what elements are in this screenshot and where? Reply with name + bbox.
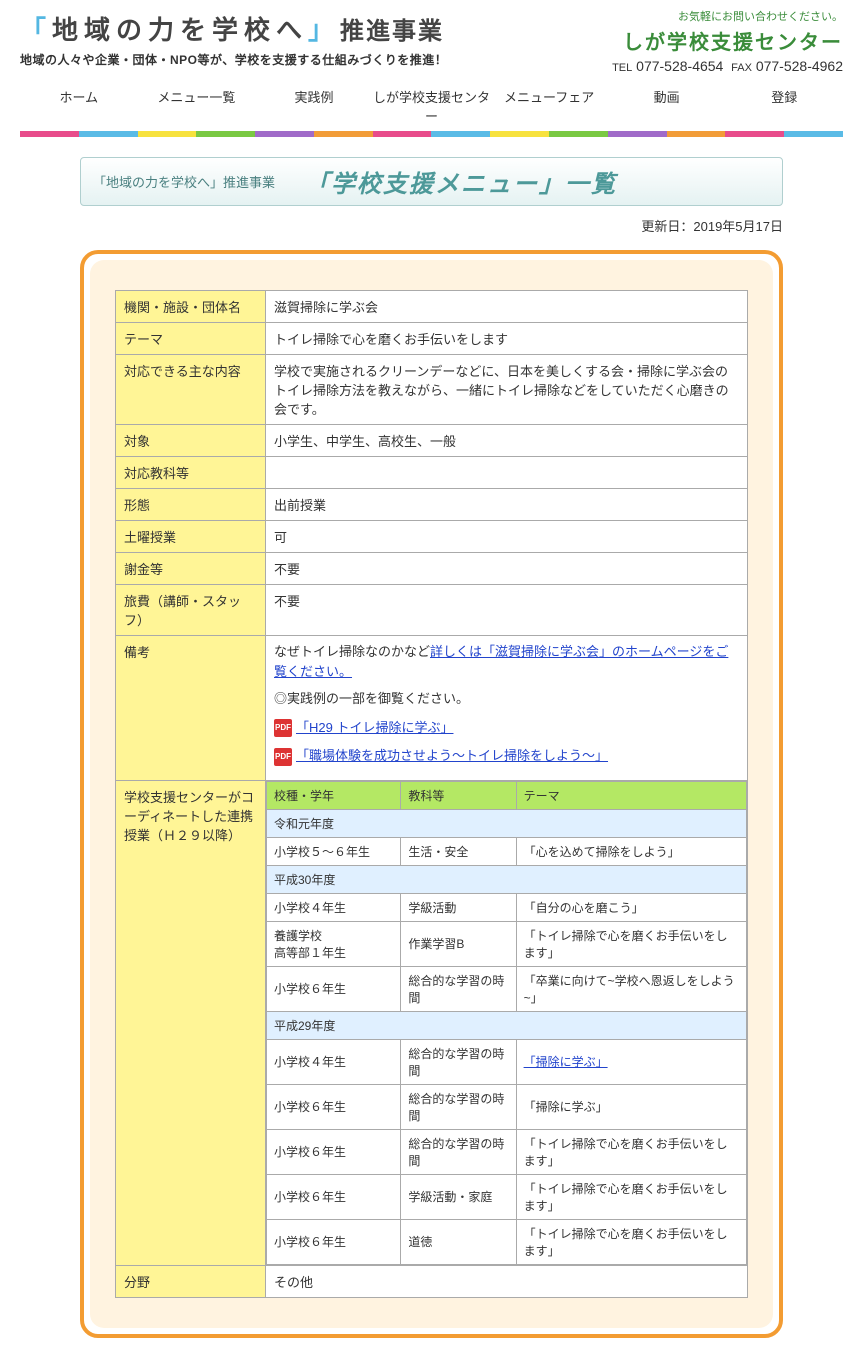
- info-value: その他: [266, 1265, 748, 1297]
- coord-theme: 「トイレ掃除で心を磨くお手伝いをします」: [516, 1174, 746, 1219]
- info-table: 機関・施設・団体名滋賀掃除に学ぶ会テーマトイレ掃除で心を磨くお手伝いをします対応…: [115, 290, 748, 1298]
- coord-theme: 「トイレ掃除で心を磨くお手伝いをします」: [516, 921, 746, 966]
- info-label: 土曜授業: [116, 521, 266, 553]
- info-value: 出前授業: [266, 489, 748, 521]
- fax-label: FAX: [731, 62, 752, 74]
- coord-year: 平成29年度: [267, 1011, 747, 1039]
- nav-item[interactable]: メニューフェア: [490, 81, 608, 131]
- info-label: 対象: [116, 425, 266, 457]
- header: 「地域の力を学校へ」推進事業 地域の人々や企業・団体・NPO等が、学校を支援する…: [0, 0, 863, 73]
- coord-theme: 「掃除に学ぶ」: [516, 1084, 746, 1129]
- content-card: 機関・施設・団体名滋賀掃除に学ぶ会テーマトイレ掃除で心を磨くお手伝いをします対応…: [80, 250, 783, 1338]
- coord-subject: 学級活動・家庭: [401, 1174, 516, 1219]
- coord-year: 令和元年度: [267, 809, 747, 837]
- coord-subject: 総合的な学習の時間: [401, 1084, 516, 1129]
- info-label: 機関・施設・団体名: [116, 291, 266, 323]
- pdf-link[interactable]: 「職場体験を成功させよう〜トイレ掃除をしよう〜」: [296, 748, 608, 763]
- coord-table: 校種・学年教科等テーマ令和元年度小学校５〜６年生生活・安全「心を込めて掃除をしよ…: [266, 781, 747, 1265]
- coord-grade: 小学校６年生: [267, 1129, 401, 1174]
- header-contact: お気軽にお問い合わせください。 しが学校支援センター TEL 077-528-4…: [612, 8, 843, 74]
- title-bracket-open: 「: [20, 15, 52, 45]
- info-value: 可: [266, 521, 748, 553]
- coord-subject: 道徳: [401, 1219, 516, 1264]
- coord-header: テーマ: [516, 781, 746, 809]
- info-value: 不要: [266, 553, 748, 585]
- coord-year: 平成30年度: [267, 865, 747, 893]
- info-value: 不要: [266, 585, 748, 636]
- page-title-small: 「地域の力を学校へ」推進事業: [93, 172, 275, 191]
- info-label: 対応できる主な内容: [116, 355, 266, 425]
- page-title-bar: 「地域の力を学校へ」推進事業 「学校支援メニュー」一覧: [80, 157, 783, 206]
- title-main-text: 地域の力を学校へ: [52, 15, 308, 45]
- coord-theme: 「掃除に学ぶ」: [516, 1039, 746, 1084]
- main-nav: ホームメニュー一覧実践例しが学校支援センターメニューフェア動画登録: [0, 73, 863, 131]
- coord-subject: 総合的な学習の時間: [401, 1039, 516, 1084]
- coord-theme: 「卒業に向けて~学校へ恩返しをしよう~」: [516, 966, 746, 1011]
- remarks-cell: なぜトイレ掃除なのかなど詳しくは「滋賀掃除に学ぶ会」のホームページをご覧ください…: [266, 636, 748, 781]
- info-value: [266, 457, 748, 489]
- nav-item[interactable]: しが学校支援センター: [373, 81, 491, 131]
- coord-subject: 作業学習B: [401, 921, 516, 966]
- center-name: しが学校支援センター: [612, 26, 843, 55]
- coord-theme: 「自分の心を磨こう」: [516, 893, 746, 921]
- coord-grade: 小学校６年生: [267, 1084, 401, 1129]
- coord-theme: 「心を込めて掃除をしよう」: [516, 837, 746, 865]
- nav-item[interactable]: ホーム: [20, 81, 138, 131]
- coord-theme: 「トイレ掃除で心を磨くお手伝いをします」: [516, 1219, 746, 1264]
- pdf-icon: PDF: [274, 748, 292, 766]
- title-bracket-close: 」: [308, 15, 340, 45]
- rainbow-divider: [20, 131, 843, 137]
- nav-item[interactable]: 登録: [725, 81, 843, 131]
- contact-info: TEL 077-528-4654 FAX 077-528-4962: [612, 58, 843, 74]
- coord-subject: 総合的な学習の時間: [401, 1129, 516, 1174]
- info-label: 分野: [116, 1265, 266, 1297]
- contact-prompt: お気軽にお問い合わせください。: [612, 8, 843, 24]
- coord-grade: 小学校６年生: [267, 1174, 401, 1219]
- info-value: 小学生、中学生、高校生、一般: [266, 425, 748, 457]
- coord-subject: 総合的な学習の時間: [401, 966, 516, 1011]
- pdf-link[interactable]: 「H29 トイレ掃除に学ぶ」: [296, 720, 453, 735]
- coord-grade: 小学校５〜６年生: [267, 837, 401, 865]
- info-label: 謝金等: [116, 553, 266, 585]
- info-value: 滋賀掃除に学ぶ会: [266, 291, 748, 323]
- info-value: トイレ掃除で心を磨くお手伝いをします: [266, 323, 748, 355]
- coord-grade: 小学校６年生: [267, 1219, 401, 1264]
- info-label: 学校支援センターがコーディネートした連携授業（Ｈ２９以降）: [116, 780, 266, 1265]
- remarks-homepage-link[interactable]: 詳しくは「滋賀掃除に学ぶ会」のホームページをご覧ください。: [274, 644, 728, 679]
- nav-item[interactable]: メニュー一覧: [138, 81, 256, 131]
- fax-number: 077-528-4962: [756, 58, 843, 74]
- tel-label: TEL: [612, 62, 632, 74]
- info-label: テーマ: [116, 323, 266, 355]
- coord-grade: 小学校４年生: [267, 1039, 401, 1084]
- update-date: 更新日：2019年5月17日: [80, 216, 783, 235]
- title-suffix: 推進事業: [340, 18, 444, 45]
- info-label: 旅費（講師・スタッフ）: [116, 585, 266, 636]
- coord-header: 教科等: [401, 781, 516, 809]
- info-label: 形態: [116, 489, 266, 521]
- tel-number: 077-528-4654: [636, 58, 723, 74]
- info-label: 対応教科等: [116, 457, 266, 489]
- coord-header: 校種・学年: [267, 781, 401, 809]
- coord-theme-link[interactable]: 「掃除に学ぶ」: [524, 1055, 608, 1069]
- nav-item[interactable]: 実践例: [255, 81, 373, 131]
- coord-subject: 学級活動: [401, 893, 516, 921]
- page-title-large: 「学校支援メニュー」一覧: [305, 164, 617, 199]
- coord-subject: 生活・安全: [401, 837, 516, 865]
- coord-cell: 校種・学年教科等テーマ令和元年度小学校５〜６年生生活・安全「心を込めて掃除をしよ…: [266, 780, 748, 1265]
- pdf-icon: PDF: [274, 719, 292, 737]
- coord-grade: 養護学校高等部１年生: [267, 921, 401, 966]
- coord-grade: 小学校４年生: [267, 893, 401, 921]
- info-label: 備考: [116, 636, 266, 781]
- coord-theme: 「トイレ掃除で心を磨くお手伝いをします」: [516, 1129, 746, 1174]
- nav-item[interactable]: 動画: [608, 81, 726, 131]
- coord-grade: 小学校６年生: [267, 966, 401, 1011]
- info-value: 学校で実施されるクリーンデーなどに、日本を美しくする会・掃除に学ぶ会のトイレ掃除…: [266, 355, 748, 425]
